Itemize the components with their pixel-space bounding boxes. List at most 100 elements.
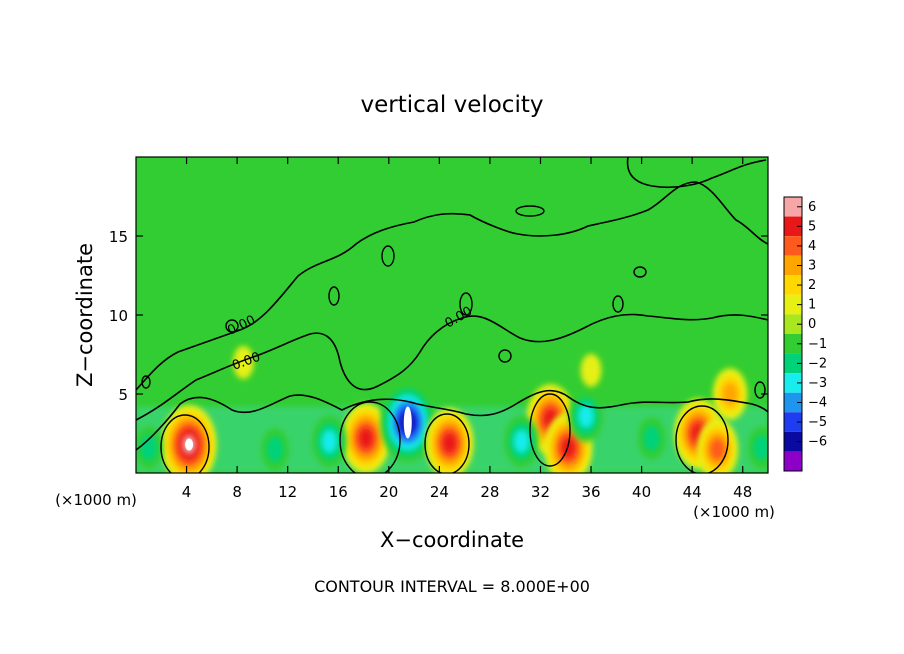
colorbar-label: 1 xyxy=(808,298,816,313)
colorbar-label: −5 xyxy=(808,415,827,430)
feature-level xyxy=(321,429,338,453)
colorbar-label: −6 xyxy=(808,435,827,450)
velocity-feature xyxy=(696,418,739,473)
x-tick-label: 48 xyxy=(733,483,752,501)
colorbar-swatch xyxy=(784,255,802,276)
colorbar-swatch xyxy=(784,197,802,217)
feature-level xyxy=(710,438,725,460)
colorbar-swatch xyxy=(784,216,802,237)
y-tick-label: 5 xyxy=(118,386,128,404)
y-axis: 5 10 15 xyxy=(109,228,768,404)
colorbar-swatch xyxy=(784,412,802,432)
feature-level xyxy=(442,432,457,453)
contour-ring xyxy=(339,401,401,473)
contour-ring xyxy=(225,319,239,333)
colorbar-swatch xyxy=(784,294,802,315)
velocity-feature xyxy=(312,415,347,468)
velocity-feature xyxy=(380,382,436,463)
contour-ring xyxy=(141,375,151,389)
velocity-feature xyxy=(712,368,748,420)
velocity-feature xyxy=(747,426,768,469)
colorbar-label: 5 xyxy=(808,219,816,234)
velocity-feature xyxy=(136,426,163,469)
plot-area: 0.00 0.00 0.00 xyxy=(136,157,768,473)
feature-level xyxy=(513,429,530,453)
feature-level xyxy=(753,434,768,461)
contour-ring xyxy=(160,414,210,473)
velocity-feature xyxy=(261,428,289,471)
contour-ring xyxy=(498,349,512,363)
colorbar-swatch xyxy=(784,314,802,334)
colorbar: 6 5 4 3 2 1 0 −1 −2 −3 −4 −5 −6 xyxy=(783,196,827,472)
velocity-feature xyxy=(637,417,666,460)
feature-level xyxy=(140,434,158,461)
colorbar-swatch xyxy=(784,392,802,413)
x-axis-label: X−coordinate xyxy=(380,528,524,552)
x-tick-label: 20 xyxy=(379,483,398,501)
velocity-feature xyxy=(504,415,539,468)
contour-ring xyxy=(459,292,473,316)
y-tick-label: 15 xyxy=(109,228,128,246)
velocity-feature xyxy=(342,403,391,473)
colorbar-label: −3 xyxy=(808,376,827,391)
y-axis-label: Z−coordinate xyxy=(73,243,97,387)
contour-interval-note: CONTOUR INTERVAL = 8.000E+00 xyxy=(314,577,590,596)
contour-ring xyxy=(612,295,624,313)
feature-level xyxy=(722,382,738,406)
feature-core xyxy=(185,438,194,451)
x-tick-label: 40 xyxy=(632,483,651,501)
velocity-feature xyxy=(568,390,604,442)
feature-level xyxy=(580,353,602,387)
colorbar-swatch xyxy=(784,275,802,295)
colorbar-swatch xyxy=(784,334,802,354)
contour-ring xyxy=(675,405,729,473)
x-tick-label: 4 xyxy=(182,483,192,501)
colorbar-label: −4 xyxy=(808,396,827,411)
colorbar-swatch xyxy=(784,451,802,471)
feature-level xyxy=(233,345,254,379)
contour-line-mid xyxy=(136,313,768,421)
colorbar-label: −2 xyxy=(808,356,827,371)
colorbar-swatch xyxy=(784,353,802,374)
colorbar-label: −1 xyxy=(808,337,827,352)
chart-title: vertical velocity xyxy=(361,92,544,118)
colorbar-label: 0 xyxy=(808,317,816,332)
feature-level xyxy=(266,436,284,463)
x-axis: 4 8 12 16 20 24 28 32 36 40 44 48 xyxy=(182,157,752,501)
x-tick-label: 44 xyxy=(683,483,702,501)
contour-ring xyxy=(381,245,395,267)
y-tick-label: 10 xyxy=(109,307,128,325)
feature-level xyxy=(359,428,373,449)
velocity-feature xyxy=(425,407,474,473)
x-tick-label: 24 xyxy=(430,483,449,501)
contour-rings xyxy=(141,205,766,473)
contour-lines xyxy=(136,157,768,451)
colorbar-label: 2 xyxy=(808,278,816,293)
contour-line-upper xyxy=(626,157,767,189)
x-tick-label: 16 xyxy=(329,483,348,501)
contour-line-main xyxy=(136,181,768,391)
x-tick-label: 36 xyxy=(581,483,600,501)
x-tick-label: 8 xyxy=(232,483,242,501)
velocity-feature xyxy=(580,353,602,387)
contour-ring xyxy=(754,381,766,399)
colorbar-label: 6 xyxy=(808,200,816,215)
velocity-feature xyxy=(233,345,254,379)
contour-ring xyxy=(633,266,647,278)
contour-ring xyxy=(424,413,470,473)
x-unit-label-right: (×1000 m) xyxy=(693,503,775,521)
colorbar-swatch xyxy=(784,373,802,393)
x-tick-label: 32 xyxy=(531,483,550,501)
contour-line-low xyxy=(136,389,768,451)
feature-level xyxy=(561,437,576,458)
x-tick-label: 28 xyxy=(480,483,499,501)
contour-ring xyxy=(515,205,545,217)
velocity-feature xyxy=(161,404,217,473)
colorbar-swatch xyxy=(784,236,802,256)
colorbar-swatch xyxy=(784,431,802,452)
colorbar-frame xyxy=(783,196,803,472)
feature-level xyxy=(643,425,661,452)
feature-core xyxy=(403,406,412,439)
colorbar-label: 3 xyxy=(808,259,816,274)
